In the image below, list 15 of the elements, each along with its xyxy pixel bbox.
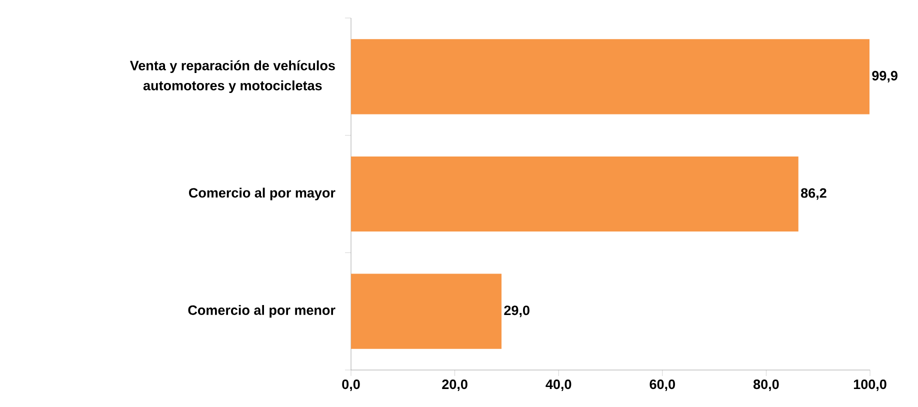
x-tick-label: 100,0 — [854, 380, 886, 392]
y-tick-label: Comercio al por menor — [188, 305, 336, 318]
y-tick-label: Comercio al por mayor — [188, 188, 336, 200]
bar — [351, 156, 798, 232]
bar — [351, 39, 870, 114]
data-label: 86,2 — [801, 188, 826, 200]
x-tick-label: 0,0 — [342, 380, 360, 392]
y-tick-label: Venta y reparación de vehículos automotores y motocicletas — [130, 60, 335, 94]
x-tick-label: 60,0 — [650, 380, 675, 392]
x-tick-label: 80,0 — [753, 380, 779, 392]
data-label: 29,0 — [504, 306, 530, 318]
x-tick-label: 20,0 — [442, 380, 468, 392]
x-tick-label: 40,0 — [546, 380, 572, 392]
data-label: 99,9 — [872, 70, 898, 82]
bar — [351, 274, 502, 349]
